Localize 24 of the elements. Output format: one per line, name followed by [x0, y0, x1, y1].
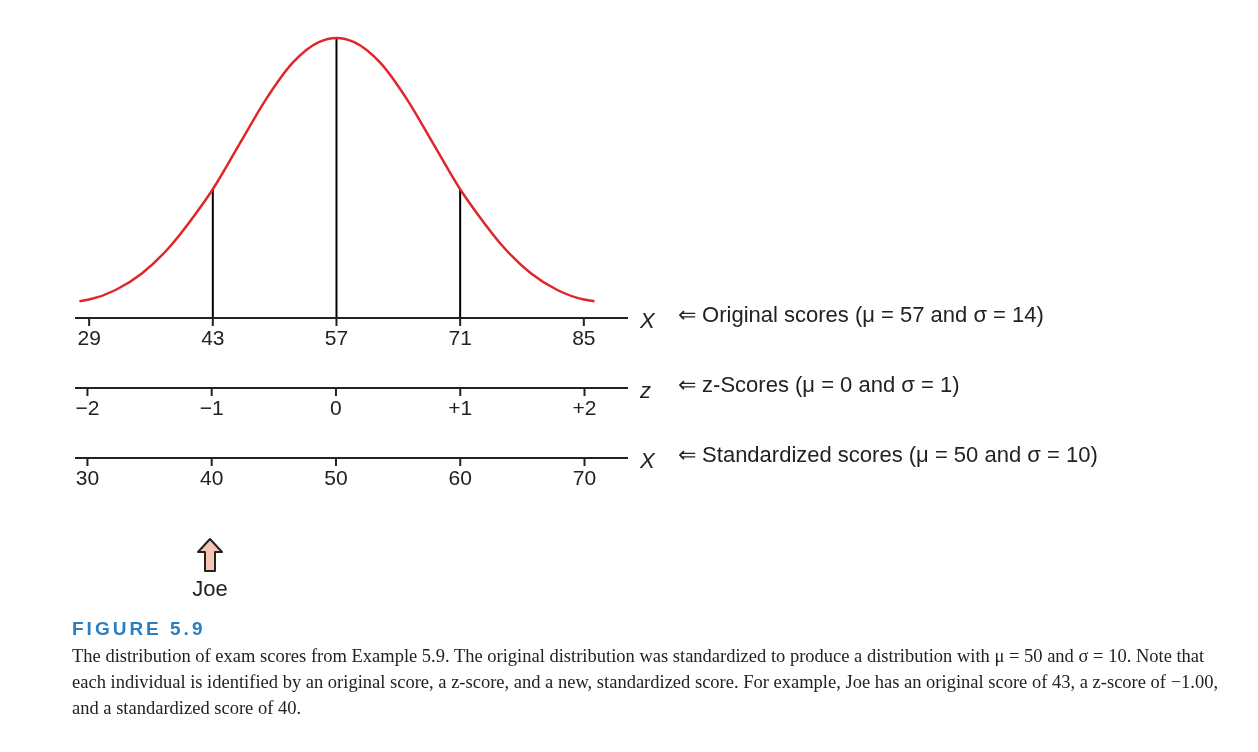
text: 50: [324, 465, 348, 489]
x2-tick-label: +1: [448, 395, 473, 419]
text: The distribution of exam scores from Example 5.9. The original distribution was standardized to produce a distribution with μ = 50 and σ = 10. Note that each individual is identified by an original score, a z-score, and a new, standardized score. For example, Joe has an original score of 43, a z-score of −1.00, and a standardized score of 40.: [72, 645, 1220, 720]
x2-tick-label: +2: [572, 395, 597, 419]
x2-tick-label: −2: [75, 395, 100, 419]
text: X: [639, 447, 656, 473]
text: Joe: [191, 576, 229, 602]
x-tick-label: 85: [572, 325, 596, 349]
x-tick-label: 29: [77, 325, 101, 349]
x-tick-label: 57: [324, 325, 349, 349]
text: 70: [572, 465, 597, 489]
text: 60: [448, 465, 472, 489]
text: 30: [75, 465, 100, 489]
x-axis-title: X: [639, 307, 656, 333]
text: ⇐ z-Scores (μ = 0 and σ = 1): [678, 372, 960, 398]
text: ⇐ Original scores (μ = 57 and σ = 14): [678, 302, 1044, 328]
x2-tick-label: −1: [199, 395, 224, 419]
x2-tick-label: 0: [330, 395, 342, 419]
text: 40: [200, 465, 224, 489]
x-tick-label: 43: [201, 325, 225, 349]
text: ⇐ Standardized scores (μ = 50 and σ = 10): [678, 442, 1098, 468]
x-tick-label: 71: [448, 325, 472, 349]
text: FIGURE 5.9: [72, 618, 207, 640]
x2-axis-title: z: [639, 377, 651, 403]
